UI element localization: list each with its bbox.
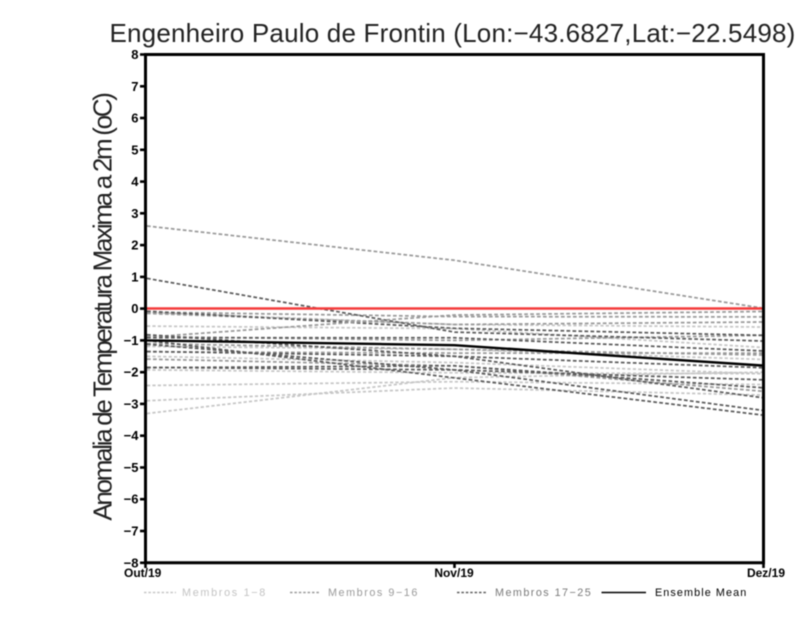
svg-text:Nov/19: Nov/19 <box>434 566 474 580</box>
svg-text:7: 7 <box>131 79 138 94</box>
svg-text:2: 2 <box>131 238 138 253</box>
svg-text:−7: −7 <box>124 524 139 539</box>
svg-text:0: 0 <box>131 301 138 316</box>
svg-text:Membros 17−25: Membros 17−25 <box>495 587 592 599</box>
svg-text:−1: −1 <box>124 333 139 348</box>
svg-text:Ensemble Mean: Ensemble Mean <box>655 587 747 599</box>
svg-text:−4: −4 <box>124 428 140 443</box>
svg-text:4: 4 <box>131 174 139 189</box>
svg-text:Out/19: Out/19 <box>124 566 162 580</box>
svg-text:−8: −8 <box>124 555 139 570</box>
svg-text:Dez/19: Dez/19 <box>747 566 785 580</box>
svg-text:−6: −6 <box>124 492 139 507</box>
svg-text:5: 5 <box>131 142 138 157</box>
svg-text:1: 1 <box>131 269 138 284</box>
svg-text:Anomalia de Temperatura Maxima: Anomalia de Temperatura Maxima a 2m (oC) <box>88 93 118 521</box>
svg-text:3: 3 <box>131 206 138 221</box>
svg-text:Engenheiro Paulo de Frontin (L: Engenheiro Paulo de Frontin (Lon:−43.682… <box>109 18 795 48</box>
svg-text:−2: −2 <box>124 365 139 380</box>
svg-text:Membros 1−8: Membros 1−8 <box>182 587 267 599</box>
svg-text:Membros 9−16: Membros 9−16 <box>328 587 419 599</box>
svg-text:−5: −5 <box>124 460 139 475</box>
svg-text:8: 8 <box>131 47 138 62</box>
svg-text:6: 6 <box>131 111 138 126</box>
svg-text:−3: −3 <box>124 396 139 411</box>
